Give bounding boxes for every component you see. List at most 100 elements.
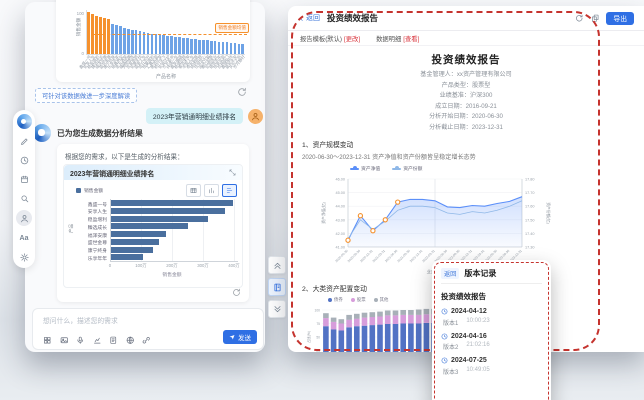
sidebar-item-user[interactable] [16,210,32,226]
sidebar-item-gear[interactable] [16,250,32,264]
bar [146,32,150,54]
highlight-marker [370,228,376,234]
legend-item[interactable]: 债券 [328,297,343,303]
panel-toolbar [268,256,286,318]
sidebar-item-edit[interactable] [16,134,32,148]
bar [170,36,174,54]
sales-horizontal-bar-chart: 0 100万 200万 300万 400万 鑫盛一号 安享人生 稳盈增利 臻选成长 福泽安康 盛世金… [69,199,240,284]
notebook-icon [273,283,282,292]
chevrons-down-button[interactable] [268,300,286,318]
apps-icon[interactable] [43,336,52,345]
y-axis-category-label: 乐享年年 [87,256,107,262]
export-button[interactable]: 导出 [606,11,634,25]
suggestion-chip[interactable]: 可针对该数据做进一步深度解读 [35,88,138,103]
share-line [347,200,523,240]
link-icon[interactable] [142,336,151,345]
version-history-panel: 返回 版本记录 投资绩效报告 2024-04-12 版本1 10:00:23 2024… [432,260,551,400]
report-window-title: 投资绩效报告 [327,13,379,23]
y-axis-tick-label: 0 [81,51,84,56]
sidebar-item-clock[interactable] [16,153,32,167]
gridline [141,199,142,261]
svg-text:17.80: 17.80 [525,178,535,182]
legend-label: 销售金额 [84,189,104,194]
svg-text:资产份额(亿): 资产份额(亿) [546,202,551,224]
back-link[interactable]: 返回 [298,13,320,23]
chart-legend: 销售金额 [76,187,103,194]
stacked-bar-segment [346,327,352,352]
report-link-2[interactable]: 数据明细 [查看] [376,34,419,43]
bar [122,27,126,54]
bar [154,34,158,54]
send-label: 发送 [238,335,251,342]
stacked-bar-segment [384,324,391,352]
bar [111,215,208,222]
send-button[interactable]: 发送 [223,330,257,344]
report-links-row: 报告模板(默认) [更改] 数据明细 [查看] [288,31,644,46]
sidebar-item-search[interactable] [16,191,32,205]
bar [111,231,166,237]
stacked-bar-segment [400,310,406,315]
bar [103,18,106,54]
version-entry[interactable]: 2024-04-16 版本2 21:02:16 [441,333,542,351]
chart-type-table-button[interactable] [186,184,201,197]
chevrons-up-icon [273,261,282,270]
legend-item[interactable]: 其他 [373,297,389,303]
stacked-bar-segment [338,330,345,352]
sidebar-item-font[interactable]: Aa [19,234,29,242]
back-link[interactable]: 返回 [441,268,460,279]
legend-item[interactable]: 资产份额 [392,165,422,172]
report-link-action[interactable]: [查看] [403,35,420,43]
report-link-action[interactable]: [更改] [343,35,361,43]
doc-icon[interactable] [109,336,118,345]
stacked-bar-segment [415,314,422,324]
refresh-icon[interactable] [575,14,584,23]
version-date: 2024-04-12 [451,308,487,315]
chart-type-hbar-button[interactable] [222,184,237,197]
refresh-icon[interactable] [232,288,241,297]
assistant-avatar [33,124,51,142]
chat-input-box[interactable]: 想问什么，描述您的需求 发送 [32,308,264,350]
chart-icon[interactable] [93,336,102,345]
image-icon[interactable] [60,336,69,345]
hbar-icon [226,187,233,194]
sidebar-item-calendar[interactable] [16,172,32,186]
report-section1-caption: 2020-06-30～2023-12-31 资产净值和资产份额皆呈稳定增长态势 [302,154,476,161]
chart-type-vbar-button[interactable] [204,184,219,197]
mic-icon[interactable] [76,336,85,345]
legend-marker [373,298,378,302]
legend-marker [328,298,332,302]
stacked-bar-segment [361,325,368,352]
svg-text:50: 50 [316,335,320,339]
version-entry[interactable]: 2024-04-12 版本1 10:00:23 [441,308,542,327]
bar [87,12,91,54]
svg-text:17.60: 17.60 [525,205,535,209]
report-link-1[interactable]: 报告模板(默认) [更改] [300,34,360,43]
x-axis-line [110,261,238,262]
version-entry[interactable]: 2024-07-25 版本3 10:49:05 [441,357,542,376]
refresh-icon[interactable] [237,87,247,97]
report-actions: 导出 [575,11,634,25]
copy-icon[interactable] [591,14,600,23]
legend-label: 其他 [379,297,389,302]
expand-icon[interactable] [229,169,236,176]
bar [111,200,233,206]
clock-icon [441,333,448,340]
legend-label: 资产净值 [361,167,381,172]
legend-item[interactable]: 股票 [350,297,366,303]
assistant-analysis-card: 根据您的需求，以下是生成的分析结果： 2023年营销通明细业绩排名 销售金额 0… [57,144,249,302]
bar [221,42,225,54]
legend-item[interactable]: 资产净值 [350,165,380,172]
stacked-bar-segment [400,314,406,324]
bar [178,37,181,54]
svg-text:100: 100 [314,308,320,312]
user-icon [251,112,260,121]
notebook-button[interactable] [268,278,286,296]
bar [186,38,189,54]
previous-chart-card: 销售金额均值 100 0 销售金额 鑫盛一号 安享人生 稳盈增利 臻选成长 福泽安康 盛世金尊 康宁… [56,0,250,82]
stacked-bar-segment [408,310,414,315]
y-axis-category-label: 鑫盛一号 [87,202,107,208]
version-name: 版本2 [443,345,459,351]
chevrons-up-button[interactable] [268,256,286,274]
globe-icon[interactable] [126,336,135,345]
